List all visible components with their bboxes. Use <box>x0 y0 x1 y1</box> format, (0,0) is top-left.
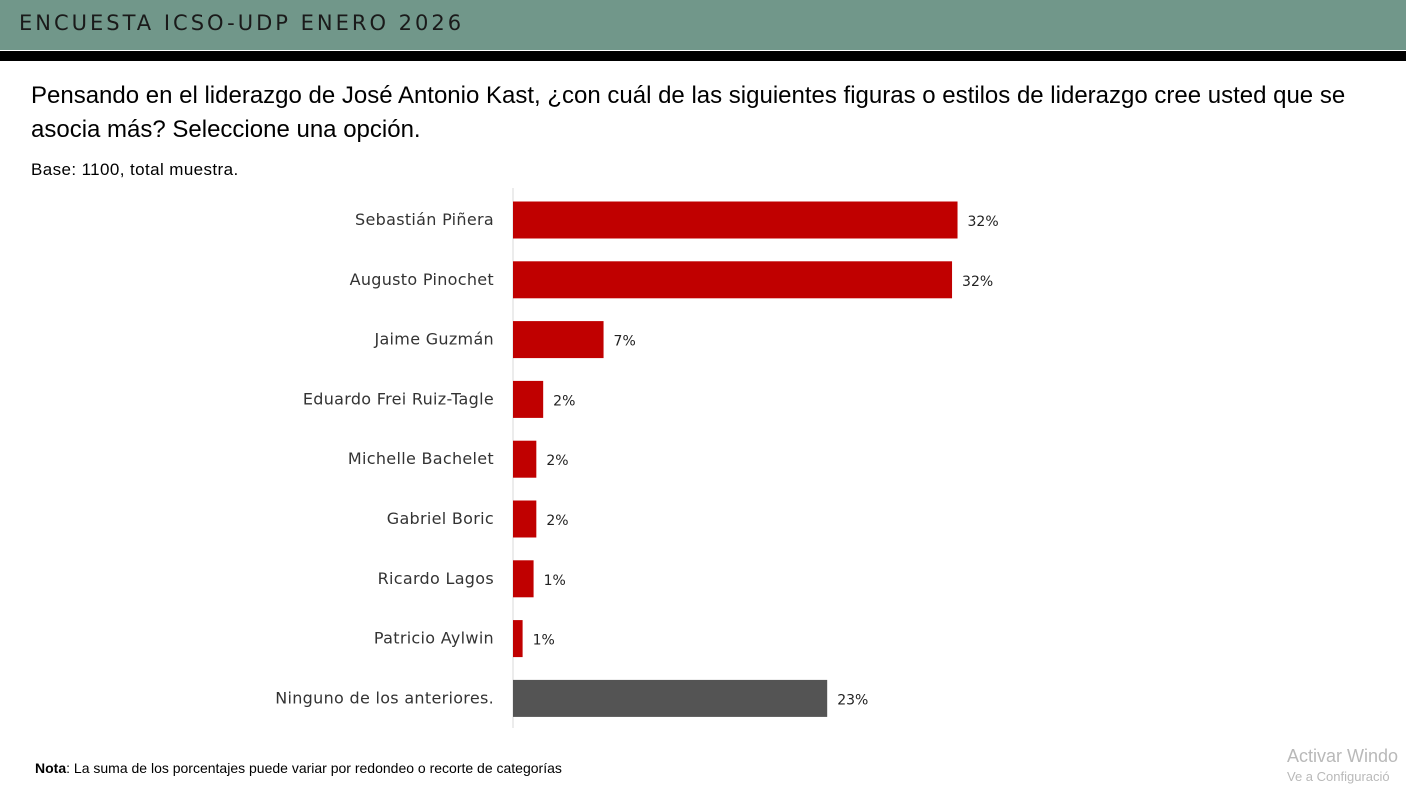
base-note: Base: 1100, total muestra. <box>31 160 239 179</box>
category-label: Augusto Pinochet <box>350 270 494 289</box>
bar <box>513 560 534 598</box>
header-rule <box>0 51 1406 61</box>
category-label: Sebastián Piñera <box>355 210 494 229</box>
watermark-line-2: Ve a Configuració <box>1287 769 1390 784</box>
footnote: Nota: La suma de los porcentajes puede v… <box>35 760 562 776</box>
category-label: Jaime Guzmán <box>373 330 494 349</box>
bar <box>513 620 523 658</box>
category-label: Michelle Bachelet <box>348 449 494 468</box>
bar <box>513 440 537 478</box>
category-label: Gabriel Boric <box>387 509 494 528</box>
bar <box>513 201 958 239</box>
data-label: 2% <box>546 453 568 469</box>
bar <box>513 380 544 418</box>
watermark-line-1: Activar Windo <box>1287 746 1399 766</box>
category-label: Ninguno de los anteriores. <box>275 688 494 707</box>
bar <box>513 500 537 538</box>
bar-chart: Sebastián Piñera 32% Augusto Pinochet 32% Ja… <box>275 188 999 728</box>
header-bar: ENCUESTA ICSO-UDP ENERO 2026 <box>0 0 1406 50</box>
bar <box>513 321 604 359</box>
data-label: 2% <box>546 513 568 529</box>
bar <box>513 679 828 717</box>
footnote-text: : La suma de los porcentajes puede varia… <box>66 760 562 776</box>
question-text: Pensando en el liderazgo de José Antonio… <box>31 82 1346 143</box>
data-label: 7% <box>614 334 636 350</box>
category-label: Patricio Aylwin <box>374 629 494 648</box>
survey-title: ENCUESTA ICSO-UDP ENERO 2026 <box>19 11 465 35</box>
windows-activation-watermark: Activar Windo Ve a Configuració <box>1287 745 1398 787</box>
data-label: 2% <box>553 393 575 409</box>
data-label: 23% <box>837 692 868 708</box>
category-label: Ricardo Lagos <box>378 569 494 588</box>
data-label: 1% <box>544 573 566 589</box>
category-label: Eduardo Frei Ruiz-Tagle <box>303 389 494 408</box>
data-label: 32% <box>968 214 999 230</box>
footnote-label: Nota <box>35 760 67 776</box>
data-label: 1% <box>533 633 555 649</box>
data-label: 32% <box>962 274 993 290</box>
bar <box>513 261 953 299</box>
